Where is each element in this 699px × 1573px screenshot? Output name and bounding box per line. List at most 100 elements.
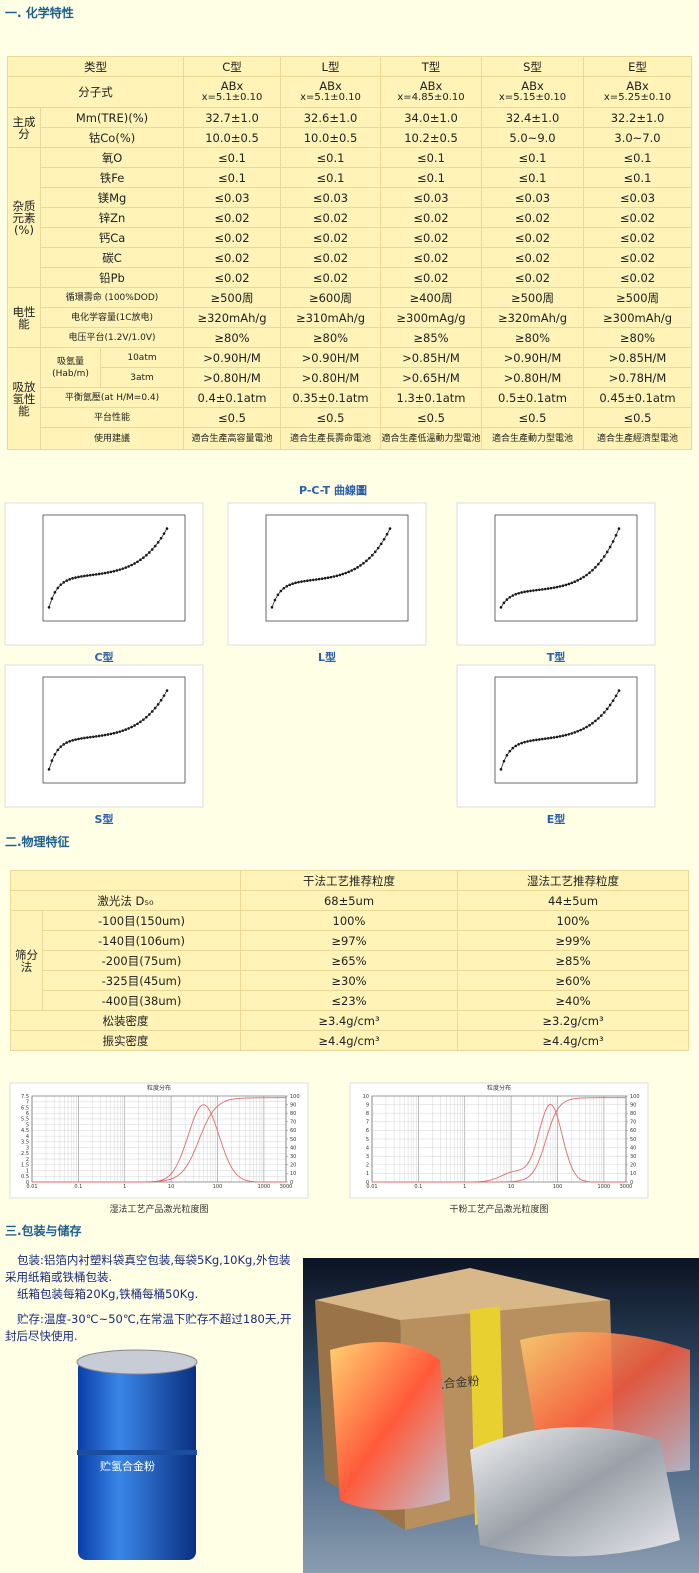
y2-tick-label: 100 bbox=[290, 1094, 300, 1100]
table-row: 钙Ca ≤0.02 ≤0.02 ≤0.02 ≤0.02 ≤0.02 bbox=[8, 227, 692, 248]
formula-line: ABx bbox=[419, 79, 443, 93]
value-cell: >0.85H/M bbox=[380, 347, 482, 368]
row-label: 钙Ca bbox=[40, 227, 184, 248]
table-row: 吸放氢性能 吸氫量(Hab/m) 10atm >0.90H/M >0.90H/M >0.8… bbox=[7, 347, 692, 450]
y-tick-label: 7.5 bbox=[21, 1094, 29, 1100]
value-cell: ≤0.02 bbox=[481, 227, 584, 248]
chart-frame bbox=[349, 1082, 649, 1199]
row-label: -100目(150um) bbox=[42, 910, 241, 931]
section-heading: 二.物理特征 bbox=[5, 835, 70, 849]
box-top bbox=[315, 1268, 610, 1335]
table-row: 3atm >0.80H/M >0.80H/M >0.65H/M >0.80H/M >0.7… bbox=[8, 367, 692, 388]
y-tick-label: 7 bbox=[366, 1120, 369, 1126]
chart-caption: 干粉工艺产品激光粒度图 bbox=[449, 1205, 549, 1215]
table-row: 松装密度 ≥3.4g/cm³ ≥3.2g/cm³ bbox=[10, 1010, 689, 1031]
pct-axes bbox=[494, 514, 638, 622]
value-cell: ≤0.02 bbox=[183, 207, 281, 228]
value-cell: ≥85% bbox=[380, 327, 482, 348]
row-label: 平衡氫壓(at H/M=0.4) bbox=[40, 387, 184, 408]
value-cell: ≥80% bbox=[280, 327, 381, 348]
value-cell: 適合生產動力型電池 bbox=[481, 427, 584, 450]
y2-tick-label: 80 bbox=[630, 1111, 636, 1117]
x-tick-label: 100 bbox=[213, 1184, 223, 1190]
pct-title: P-C-T 曲線圖 bbox=[298, 484, 368, 497]
value-cell: 100% bbox=[240, 910, 458, 931]
y-tick-label: 6.5 bbox=[21, 1105, 29, 1111]
value-cell: 適合生產低溫動力型電池 bbox=[380, 427, 482, 450]
y-tick-label: 1 bbox=[366, 1171, 369, 1177]
row-label: 吸氫量(Hab/m) bbox=[40, 347, 101, 388]
y2-tick-label: 50 bbox=[630, 1137, 636, 1143]
formula-cell: ABx x=4.85±0.10 bbox=[380, 76, 482, 108]
value-cell: 68±5um bbox=[240, 890, 458, 911]
formula-line: x=5.25±0.10 bbox=[603, 92, 672, 103]
row-label: 镁Mg bbox=[40, 187, 184, 208]
y2-tick-label: 10 bbox=[290, 1171, 296, 1177]
value-cell: ≤23% bbox=[240, 990, 458, 1011]
table-row: 电化学容量(1C放电) ≥320mAh/g ≥310mAh/g ≥300mAg/g ≥3… bbox=[8, 307, 692, 328]
y-tick-label: 0 bbox=[366, 1180, 369, 1186]
value-cell: ≤0.03 bbox=[481, 187, 584, 208]
pct-caption: C型 bbox=[94, 651, 114, 664]
row-label: 钴Co(%) bbox=[40, 127, 184, 148]
row-label: 激光法 D₅₀ bbox=[10, 890, 241, 911]
row-label: -140目(106um) bbox=[42, 930, 241, 951]
pct-curve bbox=[500, 690, 620, 770]
table-row: -400目(38um) ≤23% ≥40% bbox=[11, 990, 689, 1011]
value-cell: ≤0.02 bbox=[481, 267, 584, 288]
x-tick-label: 1000 bbox=[598, 1184, 611, 1190]
value-cell: 0.35±0.1atm bbox=[280, 387, 381, 408]
chart-caption: 湿法工艺产品激光粒度图 bbox=[109, 1205, 209, 1215]
value-cell: >0.80H/M bbox=[280, 367, 381, 388]
row-label: -325目(45um) bbox=[42, 970, 241, 991]
value-cell: >0.80H/M bbox=[481, 367, 584, 388]
row-label: 氧O bbox=[40, 147, 184, 168]
value-cell: ≥600周 bbox=[280, 287, 381, 308]
formula-line: ABx bbox=[319, 79, 342, 93]
y-tick-label: 1.5 bbox=[21, 1163, 29, 1169]
value-cell: ≤0.5 bbox=[583, 407, 692, 428]
header-cell bbox=[10, 870, 241, 891]
value-cell: ≥3.2g/cm³ bbox=[457, 1010, 689, 1031]
value-cell: ≤0.1 bbox=[280, 167, 381, 188]
y-tick-label: 3 bbox=[26, 1145, 29, 1151]
paragraph: 纸箱包装每箱20Kg,铁桶每桶50Kg. bbox=[17, 1287, 199, 1301]
y2-tick-label: 50 bbox=[290, 1137, 296, 1143]
row-sublabel: 10atm bbox=[100, 347, 184, 368]
barrel-rim bbox=[77, 1450, 197, 1455]
group-label: 筛分法 bbox=[10, 910, 43, 1011]
value-cell: ≥99% bbox=[457, 930, 689, 951]
y2-tick-label: 10 bbox=[630, 1171, 636, 1177]
y2-tick-label: 60 bbox=[630, 1128, 636, 1134]
cumulative-curve bbox=[372, 1097, 626, 1183]
value-cell: 適合生產高容量電池 bbox=[183, 427, 281, 450]
header-cell: 湿法工艺推荐粒度 bbox=[457, 870, 689, 891]
value-cell: ≥500周 bbox=[481, 287, 584, 308]
y-tick-label: 2.5 bbox=[21, 1151, 29, 1157]
value-cell: ≤0.03 bbox=[380, 187, 482, 208]
x-tick-label: 3000 bbox=[280, 1184, 293, 1190]
y-tick-label: 0 bbox=[26, 1180, 29, 1186]
value-cell: ≤0.02 bbox=[583, 207, 692, 228]
row-label: 铁Fe bbox=[40, 167, 184, 188]
value-cell: ≤0.5 bbox=[481, 407, 584, 428]
x-tick-label: 0.1 bbox=[74, 1184, 82, 1190]
y2-tick-label: 0 bbox=[290, 1180, 293, 1186]
foil-bag bbox=[470, 1427, 680, 1557]
formula-cell: ABx x=5.1±0.10 bbox=[183, 76, 281, 108]
value-cell: 100% bbox=[457, 910, 689, 931]
value-cell: 0.5±0.1atm bbox=[481, 387, 584, 408]
header-cell: C型 bbox=[183, 56, 281, 77]
y2-tick-label: 20 bbox=[630, 1163, 636, 1169]
row-label: 振实密度 bbox=[10, 1030, 241, 1051]
formula-line: x=5.1±0.10 bbox=[201, 92, 263, 103]
pct-image bbox=[456, 502, 656, 646]
pct-caption: S型 bbox=[94, 813, 114, 826]
value-cell: 5.0~9.0 bbox=[481, 127, 584, 148]
header-cell: E型 bbox=[583, 56, 692, 77]
row-sublabel: 3atm bbox=[100, 367, 184, 388]
pct-axes bbox=[42, 676, 186, 784]
y-tick-label: 0.5 bbox=[21, 1174, 29, 1180]
